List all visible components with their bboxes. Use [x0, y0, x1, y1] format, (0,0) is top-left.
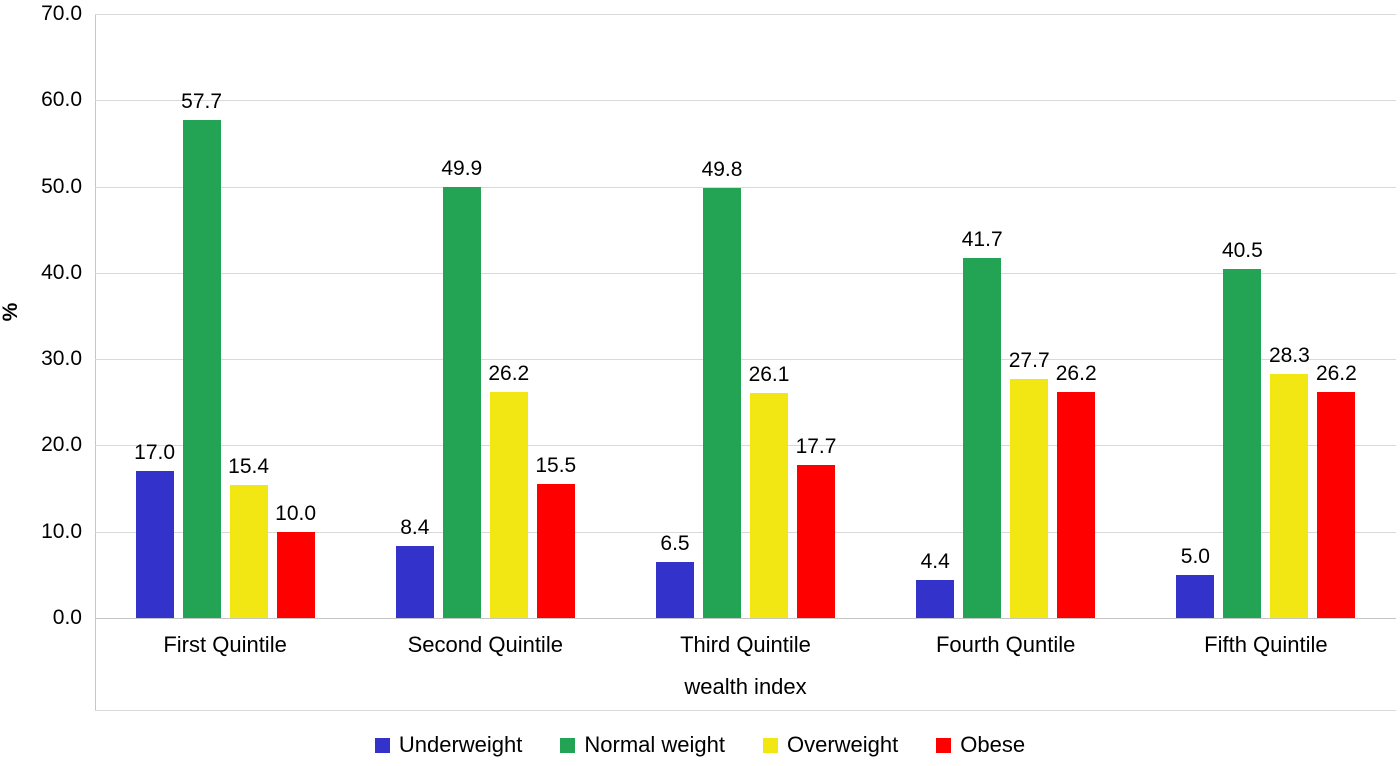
y-tick-label: 10.0: [41, 519, 82, 543]
value-label-underweight-fifth-quintile: 5.0: [1180, 544, 1210, 568]
value-label-normal-weight-third-quintile: 49.8: [701, 158, 743, 182]
bar-normal-weight-first-quintile: [182, 120, 221, 618]
value-label-underweight-first-quintile: 17.0: [134, 441, 176, 465]
y-tick-label: 60.0: [41, 88, 82, 112]
bar-underweight-fourth-quntile: [916, 580, 955, 618]
legend-marker-overweight-icon: [763, 737, 778, 753]
x-axis-title: wealth index: [684, 674, 807, 699]
bar-normal-weight-fourth-quntile: [963, 258, 1002, 618]
legend-label-overweight: Overweight: [787, 732, 899, 757]
legend-label-underweight: Underweight: [398, 732, 523, 757]
axis-footer-line: [95, 710, 1396, 711]
legend-label-normal-weight: Normal weight: [584, 732, 725, 757]
category-label-third-quintile: Third Quintile: [680, 632, 811, 657]
value-label-obese-third-quintile: 17.7: [795, 435, 837, 459]
legend-label-obese: Obese: [960, 732, 1026, 757]
y-tick-label: 20.0: [41, 433, 82, 457]
category-label-fourth-quntile: Fourth Quntile: [935, 632, 1076, 657]
bar-underweight-second-quintile: [395, 545, 434, 618]
bar-underweight-fifth-quintile: [1176, 574, 1215, 618]
bar-overweight-fifth-quintile: [1270, 373, 1309, 618]
gridline: [95, 445, 1396, 447]
value-label-obese-fifth-quintile: 26.2: [1315, 361, 1357, 385]
value-label-overweight-fourth-quntile: 27.7: [1008, 349, 1050, 372]
value-label-normal-weight-first-quintile: 57.7: [181, 90, 223, 114]
value-label-obese-first-quintile: 10.0: [275, 501, 317, 525]
legend-marker-normal-weight-icon: [560, 737, 576, 753]
gridline: [95, 272, 1396, 274]
category-label-fifth-quintile: Fifth Quintile: [1204, 632, 1328, 657]
y-axis-line: [95, 14, 96, 710]
value-label-obese-fourth-quntile: 26.2: [1055, 361, 1097, 385]
gridline: [95, 186, 1396, 188]
plot-area: 17.0 57.7 15.4 10.0 8.4 49.9 26.2 15.5 6.5 49.8 26…: [95, 14, 1396, 618]
x-axis-line: [95, 618, 1396, 619]
gridline: [95, 14, 1396, 15]
bar-obese-second-quintile: [536, 484, 575, 618]
value-label-overweight-third-quintile: 26.1: [748, 362, 790, 386]
legend-item-underweight: Underweight: [374, 732, 523, 758]
gridline: [95, 359, 1396, 361]
gridline: [95, 531, 1396, 533]
bar-obese-fourth-quntile: [1057, 391, 1096, 618]
bar-underweight-first-quintile: [135, 471, 174, 618]
y-tick-label: 30.0: [41, 347, 82, 371]
bar-overweight-fourth-quntile: [1010, 379, 1049, 618]
legend-item-obese: Obese: [936, 732, 1025, 758]
legend-marker-obese-icon: [936, 737, 952, 753]
value-label-overweight-second-quintile: 26.2: [488, 361, 530, 385]
bar-obese-third-quintile: [797, 465, 835, 618]
value-label-overweight-fifth-quintile: 28.3: [1268, 343, 1310, 367]
y-tick-label: 70.0: [41, 2, 82, 25]
y-tick-label: 0.0: [52, 606, 82, 629]
legend: Underweight Normal weight Overweight Obese: [0, 732, 1400, 758]
bar-normal-weight-fifth-quintile: [1223, 268, 1262, 618]
y-axis-ticks: 0.0 10.0 20.0 30.0 40.0 50.0 60.0 70.0: [0, 0, 82, 766]
category-label-first-quintile: First Quintile: [163, 632, 287, 657]
value-label-normal-weight-second-quintile: 49.9: [441, 157, 483, 181]
legend-marker-underweight-icon: [374, 737, 390, 753]
gridline: [95, 100, 1396, 102]
bar-overweight-second-quintile: [489, 391, 528, 618]
legend-item-normal-weight: Normal weight: [560, 732, 725, 758]
value-label-underweight-third-quintile: 6.5: [660, 531, 690, 555]
bar-obese-first-quintile: [276, 531, 315, 618]
value-label-obese-second-quintile: 15.5: [535, 454, 577, 478]
value-label-normal-weight-fifth-quintile: 40.5: [1221, 238, 1263, 262]
bar-normal-weight-second-quintile: [442, 187, 481, 618]
value-label-underweight-second-quintile: 8.4: [400, 515, 430, 539]
category-label-second-quintile: Second Quintile: [407, 632, 563, 657]
bar-underweight-third-quintile: [656, 561, 694, 618]
value-label-underweight-fourth-quntile: 4.4: [920, 550, 950, 574]
bar-obese-fifth-quintile: [1317, 391, 1356, 618]
y-tick-label: 40.0: [41, 260, 82, 284]
bar-overweight-first-quintile: [229, 485, 268, 618]
value-label-normal-weight-fourth-quntile: 41.7: [961, 228, 1003, 252]
bar-overweight-third-quintile: [750, 392, 788, 618]
y-tick-label: 50.0: [41, 174, 82, 198]
bar-normal-weight-third-quintile: [703, 188, 741, 618]
value-label-overweight-first-quintile: 15.4: [228, 455, 270, 479]
legend-item-overweight: Overweight: [763, 732, 898, 758]
